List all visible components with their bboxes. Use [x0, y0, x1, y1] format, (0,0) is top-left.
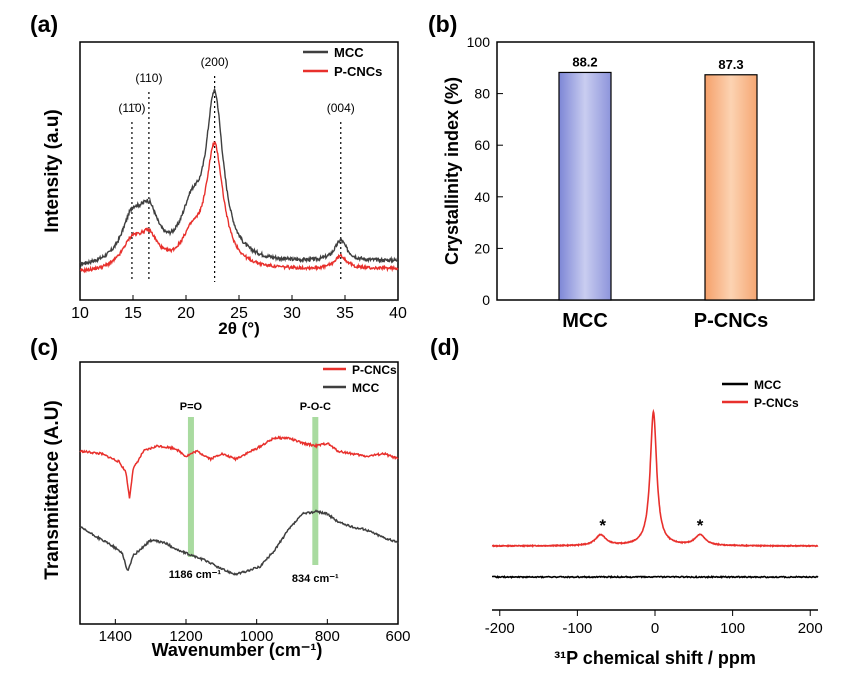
b-ytick-label: 0 [482, 292, 490, 308]
panel-a-xrd: 10 15 20 25 30 35 40 (11̄0) (110) (200) (004) 2θ … [42, 41, 407, 338]
panel-b-crystallinity: 0 20 40 60 80 100 88.2 87.3 MCC P-CNCs Crysta… [442, 34, 815, 332]
panel-a-frame [79, 41, 399, 301]
band-p-o-c-label: P-O-C [300, 401, 331, 413]
panel-b-frame [496, 41, 815, 301]
panel-c-xlabel: Wavenumber (cm⁻¹) [152, 640, 323, 660]
c-xtick-label: 1400 [99, 628, 132, 645]
d-xtick-label: -100 [562, 620, 592, 637]
series-pcncs-xrd [79, 140, 399, 274]
legend-pcncs-label: P-CNCs [334, 64, 382, 79]
a-xtick-label: 35 [336, 305, 354, 322]
a-peak-label: (11̄0) [118, 101, 145, 115]
category-mcc: MCC [562, 310, 608, 332]
panel-d-xlabel: ³¹P chemical shift / ppm [554, 648, 756, 668]
legend-c-mcc-label: MCC [352, 381, 380, 395]
bar-pcncs-value: 87.3 [718, 57, 743, 72]
bar-mcc-value: 88.2 [572, 54, 597, 69]
legend-d-pcncs-label: P-CNCs [754, 396, 799, 410]
panel-label-d: (d) [430, 334, 459, 360]
a-xtick-label: 30 [283, 305, 301, 322]
panel-c-ftir: 1400 1200 1000 800 600 P=O P-O-C 1186 cm⁻¹ 8… [42, 361, 411, 660]
d-xtick-label: 0 [651, 620, 659, 637]
a-xtick-label: 10 [71, 305, 89, 322]
c-xtick-label: 1000 [240, 628, 273, 645]
series-pcncs-ftir [79, 435, 399, 499]
band-p-o-c-wavenumber: 834 cm⁻¹ [292, 573, 339, 585]
band-p-o-wavenumber: 1186 cm⁻¹ [169, 569, 222, 581]
c-xtick-label: 600 [385, 628, 410, 645]
a-xtick-label: 20 [177, 305, 195, 322]
panel-label-c: (c) [30, 334, 58, 360]
series-mcc-xrd [79, 87, 398, 268]
panel-label-b: (b) [428, 11, 457, 37]
nmr-asterisk-left: * [599, 516, 606, 535]
d-xtick-label: -200 [485, 620, 515, 637]
category-pcncs: P-CNCs [694, 310, 768, 332]
series-mcc-ftir [79, 509, 399, 576]
b-ytick-label: 60 [474, 137, 490, 153]
a-peak-label: (200) [201, 55, 229, 69]
d-xtick-label: 200 [798, 620, 823, 637]
c-xtick-label: 800 [315, 628, 340, 645]
b-ytick-label: 80 [474, 86, 490, 102]
series-pcncs-nmr [491, 408, 819, 548]
b-ytick-label: 100 [467, 34, 491, 50]
band-p-o-label: P=O [180, 401, 203, 413]
a-peak-label: (110) [135, 71, 162, 85]
panel-c-frame [79, 361, 399, 625]
legend-d-mcc-label: MCC [754, 378, 782, 392]
legend-c-pcncs-label: P-CNCs [352, 363, 397, 377]
panel-d-ticks: -200 -100 0 100 200 [485, 610, 823, 637]
nmr-asterisk-right: * [697, 516, 704, 535]
legend-mcc-label: MCC [334, 45, 364, 60]
bar-mcc [558, 71, 612, 301]
a-xtick-label: 40 [389, 305, 407, 322]
panel-b-ticks: 0 20 40 60 80 100 [467, 34, 503, 308]
panel-d-nmr: -200 -100 0 100 200 * * ³¹P chemical shift /… [485, 378, 823, 668]
panel-a-xlabel: 2θ (°) [218, 319, 260, 338]
band-p-o [187, 417, 194, 557]
c-xtick-label: 1200 [169, 628, 202, 645]
a-xtick-label: 25 [230, 305, 248, 322]
panel-a-ylabel: Intensity (a.u) [42, 109, 63, 233]
bar-pcncs [704, 74, 758, 301]
panel-label-a: (a) [30, 11, 58, 37]
band-p-o-c [312, 417, 319, 565]
a-xtick-label: 15 [124, 305, 142, 322]
b-ytick-label: 40 [474, 189, 490, 205]
d-xtick-label: 100 [720, 620, 745, 637]
panel-c-ylabel: Transmittance (A.U) [42, 400, 63, 579]
series-mcc-nmr [492, 575, 819, 579]
panel-b-ylabel: Crystallinity index (%) [442, 77, 462, 265]
b-ytick-label: 20 [474, 240, 490, 256]
panel-a-guides: (11̄0) (110) (200) (004) [118, 55, 355, 282]
panel-c-ticks: 1400 1200 1000 800 600 [99, 619, 411, 645]
panel-a-ticks: 10 15 20 25 30 35 40 [71, 295, 407, 322]
a-peak-label: (004) [327, 101, 355, 115]
